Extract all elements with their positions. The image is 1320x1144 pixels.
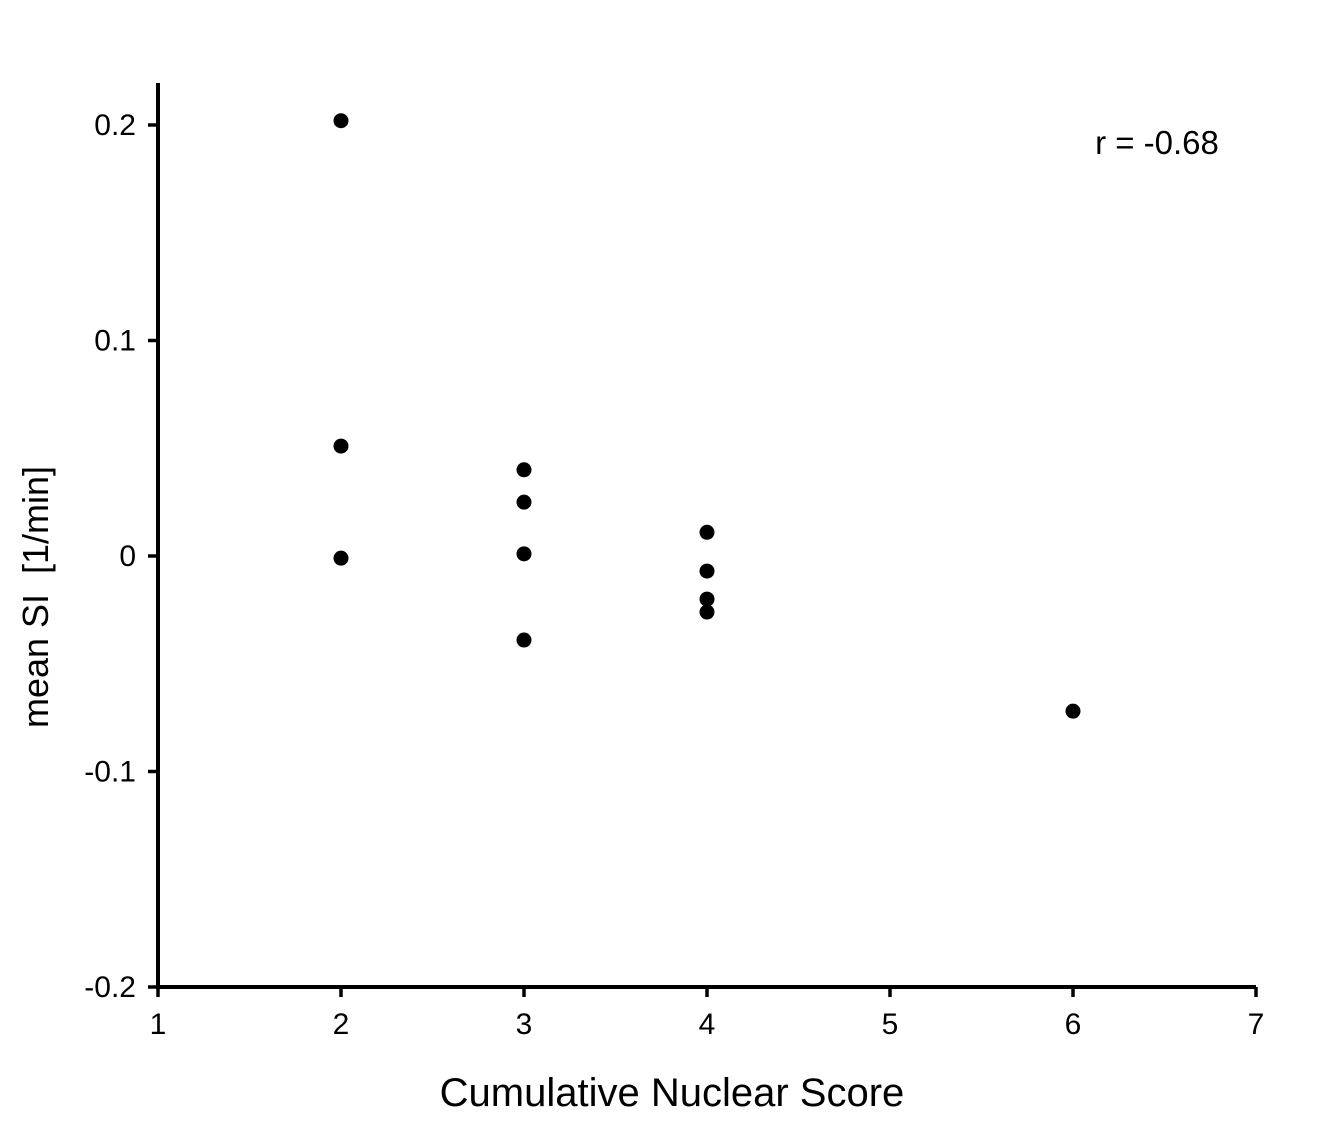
data-point [516,494,532,510]
data-point [333,438,349,454]
data-point [699,604,715,620]
data-points-group [333,113,1081,719]
y-axis-ticks: -0.2 -0.1 0 0.1 0.2 [84,109,158,1004]
y-axis-title: mean SI [1/min] [15,466,56,728]
y-tick-label: 0.1 [94,325,136,358]
y-tick-label: -0.2 [84,971,136,1004]
x-tick-label: 5 [882,1008,899,1041]
x-tick-label: 7 [1248,1008,1265,1041]
x-tick-label: 6 [1065,1008,1082,1041]
data-point [699,591,715,607]
data-point [333,113,349,129]
correlation-annotation: r = -0.68 [1095,124,1219,161]
x-axis-ticks: 1 2 3 4 5 6 7 [150,987,1265,1041]
data-point [516,546,532,562]
data-point [699,563,715,579]
data-point [516,462,532,478]
data-point [333,550,349,566]
x-axis-title: Cumulative Nuclear Score [440,1071,905,1115]
y-tick-label: 0.2 [94,109,136,142]
x-tick-label: 1 [150,1008,167,1041]
data-point [516,632,532,648]
data-point [699,524,715,540]
x-tick-label: 2 [333,1008,350,1041]
y-tick-label: 0 [119,540,136,573]
x-tick-label: 3 [516,1008,533,1041]
x-tick-label: 4 [699,1008,716,1041]
data-point [1065,703,1081,719]
y-tick-label: -0.1 [84,756,136,789]
